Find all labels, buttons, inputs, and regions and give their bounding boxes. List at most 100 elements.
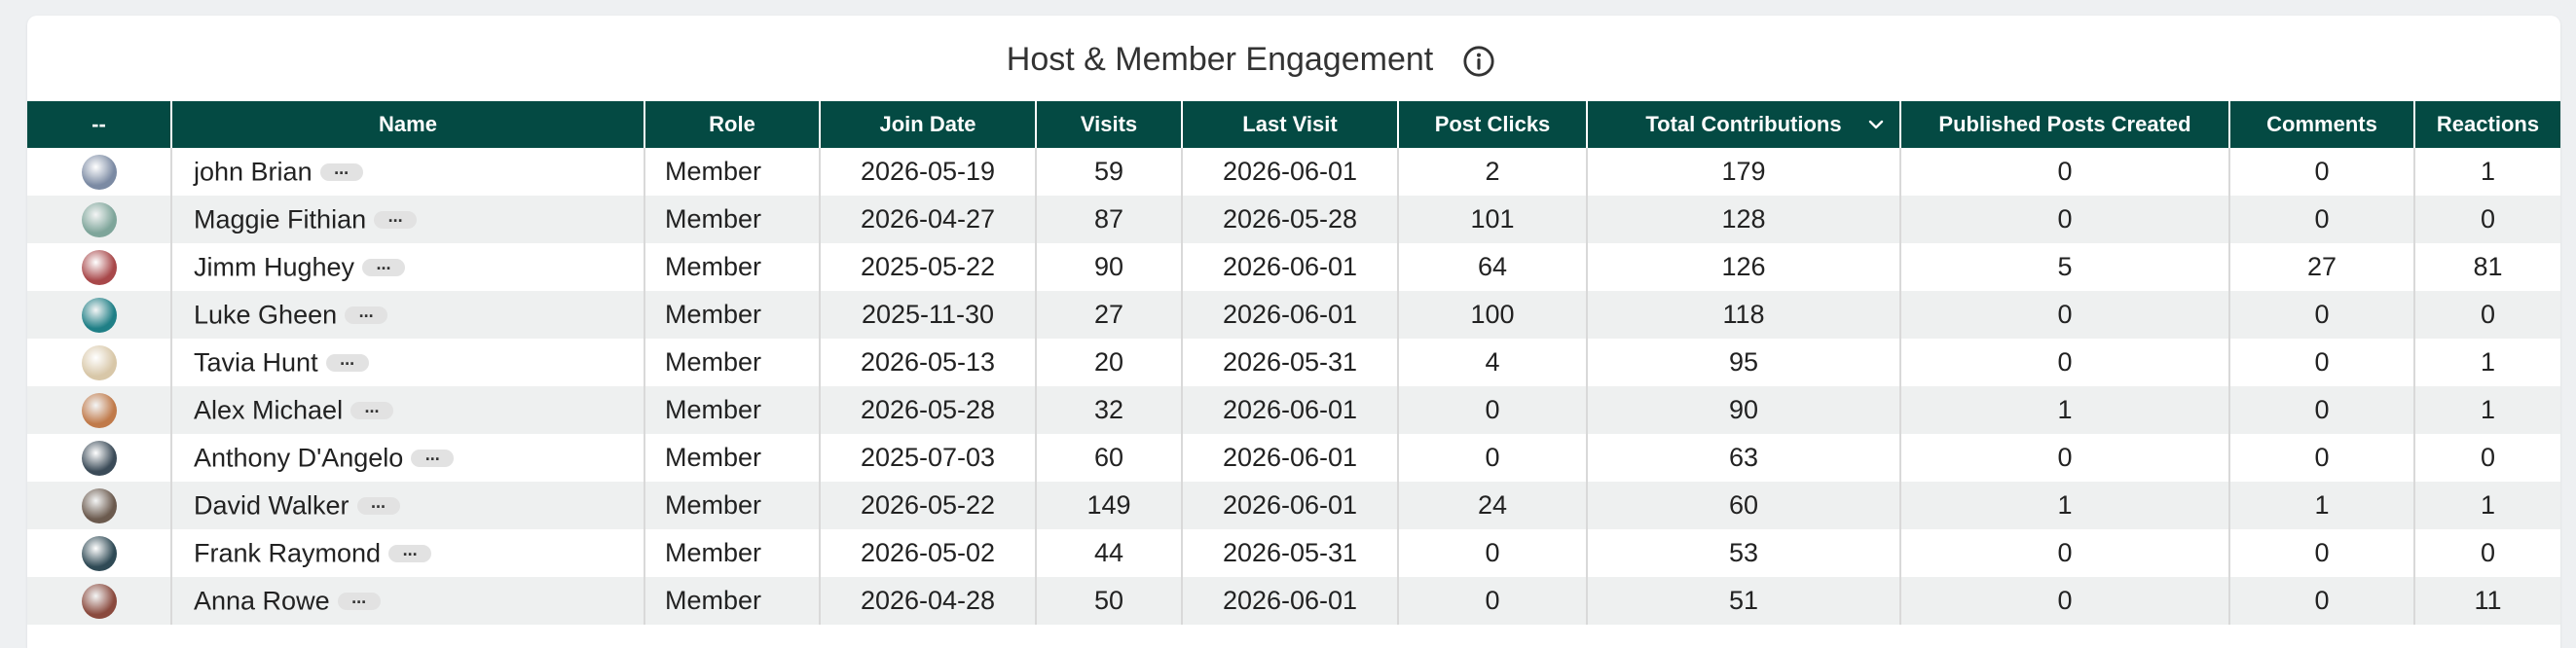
column-header-label: Role: [709, 112, 755, 136]
avatar[interactable]: [81, 440, 117, 476]
table-row[interactable]: Anna Rowe... Member 2026-04-28 50 2026-0…: [27, 577, 2560, 625]
avatar[interactable]: [81, 154, 117, 190]
last-visit-cell: 2026-06-01: [1182, 148, 1399, 196]
member-name[interactable]: David Walker: [194, 490, 350, 521]
column-header-reactions[interactable]: Reactions: [2414, 101, 2560, 148]
visits-cell: 87: [1036, 196, 1183, 243]
visits-cell: 50: [1036, 577, 1183, 625]
more-options-button[interactable]: ...: [337, 589, 381, 611]
more-options-button[interactable]: ...: [388, 541, 432, 563]
avatar[interactable]: [81, 297, 117, 333]
member-name[interactable]: Jimm Hughey: [194, 252, 355, 282]
column-header-post-clicks[interactable]: Post Clicks: [1398, 101, 1588, 148]
column-header-join-date[interactable]: Join Date: [820, 101, 1037, 148]
avatar[interactable]: [81, 249, 117, 285]
avatar[interactable]: [81, 344, 117, 380]
member-name[interactable]: Anthony D'Angelo: [194, 443, 404, 473]
published-posts-cell: 5: [1900, 243, 2230, 291]
column-header-role[interactable]: Role: [644, 101, 821, 148]
join-date-cell: 2026-04-28: [820, 577, 1037, 625]
reactions-cell: 1: [2414, 339, 2560, 386]
last-visit-cell: 2026-06-01: [1182, 482, 1399, 529]
more-options-button[interactable]: ...: [345, 303, 388, 325]
post-clicks-cell: 0: [1398, 577, 1588, 625]
column-header-label: Published Posts Created: [1938, 112, 2191, 136]
role-cell: Member: [644, 243, 821, 291]
comments-cell: 0: [2229, 386, 2415, 434]
comments-cell: 0: [2229, 148, 2415, 196]
engagement-table: -- Name Role Join Date Visits Last Visit…: [27, 101, 2560, 625]
avatar-cell: [27, 339, 172, 386]
avatar-cell: [27, 148, 172, 196]
info-circle-icon[interactable]: [1462, 45, 1495, 78]
member-name[interactable]: john Brian: [194, 157, 313, 187]
table-row[interactable]: Maggie Fithian... Member 2026-04-27 87 2…: [27, 196, 2560, 243]
column-header-label: Visits: [1080, 112, 1138, 136]
last-visit-cell: 2026-05-28: [1182, 196, 1399, 243]
avatar-cell: [27, 482, 172, 529]
reactions-cell: 1: [2414, 386, 2560, 434]
table-row[interactable]: Jimm Hughey... Member 2025-05-22 90 2026…: [27, 243, 2560, 291]
more-options-button[interactable]: ...: [350, 398, 394, 420]
table-row[interactable]: Anthony D'Angelo... Member 2025-07-03 60…: [27, 434, 2560, 482]
published-posts-cell: 0: [1900, 434, 2230, 482]
visits-cell: 27: [1036, 291, 1183, 339]
last-visit-cell: 2026-06-01: [1182, 577, 1399, 625]
visits-cell: 60: [1036, 434, 1183, 482]
table-row[interactable]: David Walker... Member 2026-05-22 149 20…: [27, 482, 2560, 529]
more-options-button[interactable]: ...: [411, 446, 455, 468]
more-options-button[interactable]: ...: [356, 493, 400, 516]
comments-cell: 27: [2229, 243, 2415, 291]
avatar[interactable]: [81, 487, 117, 523]
member-name[interactable]: Frank Raymond: [194, 538, 382, 568]
column-header-last-visit[interactable]: Last Visit: [1182, 101, 1399, 148]
post-clicks-cell: 101: [1398, 196, 1588, 243]
table-row[interactable]: Frank Raymond... Member 2026-05-02 44 20…: [27, 529, 2560, 577]
join-date-cell: 2025-05-22: [820, 243, 1037, 291]
table-row[interactable]: Alex Michael... Member 2026-05-28 32 202…: [27, 386, 2560, 434]
column-header-published-posts[interactable]: Published Posts Created: [1900, 101, 2230, 148]
total-contributions-cell: 128: [1587, 196, 1901, 243]
total-contributions-cell: 60: [1587, 482, 1901, 529]
avatar-cell: [27, 196, 172, 243]
avatar-cell: [27, 577, 172, 625]
more-options-button[interactable]: ...: [319, 160, 363, 182]
post-clicks-cell: 0: [1398, 434, 1588, 482]
last-visit-cell: 2026-06-01: [1182, 243, 1399, 291]
role-cell: Member: [644, 434, 821, 482]
comments-cell: 1: [2229, 482, 2415, 529]
column-header-label: Post Clicks: [1434, 112, 1551, 136]
column-header-comments[interactable]: Comments: [2229, 101, 2415, 148]
published-posts-cell: 0: [1900, 148, 2230, 196]
table-row[interactable]: Tavia Hunt... Member 2026-05-13 20 2026-…: [27, 339, 2560, 386]
column-header-visits[interactable]: Visits: [1036, 101, 1183, 148]
page-title: Host & Member Engagement: [1006, 41, 1434, 78]
avatar[interactable]: [81, 392, 117, 428]
table-row[interactable]: john Brian... Member 2026-05-19 59 2026-…: [27, 148, 2560, 196]
member-name[interactable]: Alex Michael: [194, 395, 344, 425]
column-header-avatar[interactable]: --: [27, 101, 172, 148]
member-name[interactable]: Maggie Fithian: [194, 204, 367, 234]
table-header-row: -- Name Role Join Date Visits Last Visit…: [27, 101, 2560, 148]
column-header-total-contributions[interactable]: Total Contributions: [1587, 101, 1901, 148]
card-header: Host & Member Engagement: [27, 16, 2560, 101]
more-options-button[interactable]: ...: [325, 350, 369, 373]
role-cell: Member: [644, 482, 821, 529]
more-options-button[interactable]: ...: [362, 255, 406, 277]
join-date-cell: 2026-05-19: [820, 148, 1037, 196]
chevron-down-icon[interactable]: [1866, 115, 1886, 134]
table-row[interactable]: Luke Gheen... Member 2025-11-30 27 2026-…: [27, 291, 2560, 339]
column-header-name[interactable]: Name: [171, 101, 645, 148]
avatar[interactable]: [81, 583, 117, 619]
avatar[interactable]: [81, 535, 117, 571]
name-cell: Anthony D'Angelo...: [171, 434, 645, 482]
name-cell: john Brian...: [171, 148, 645, 196]
post-clicks-cell: 64: [1398, 243, 1588, 291]
total-contributions-cell: 51: [1587, 577, 1901, 625]
member-name[interactable]: Tavia Hunt: [194, 347, 318, 378]
more-options-button[interactable]: ...: [374, 207, 418, 230]
avatar[interactable]: [81, 201, 117, 237]
member-name[interactable]: Luke Gheen: [194, 300, 338, 330]
comments-cell: 0: [2229, 529, 2415, 577]
member-name[interactable]: Anna Rowe: [194, 586, 330, 616]
